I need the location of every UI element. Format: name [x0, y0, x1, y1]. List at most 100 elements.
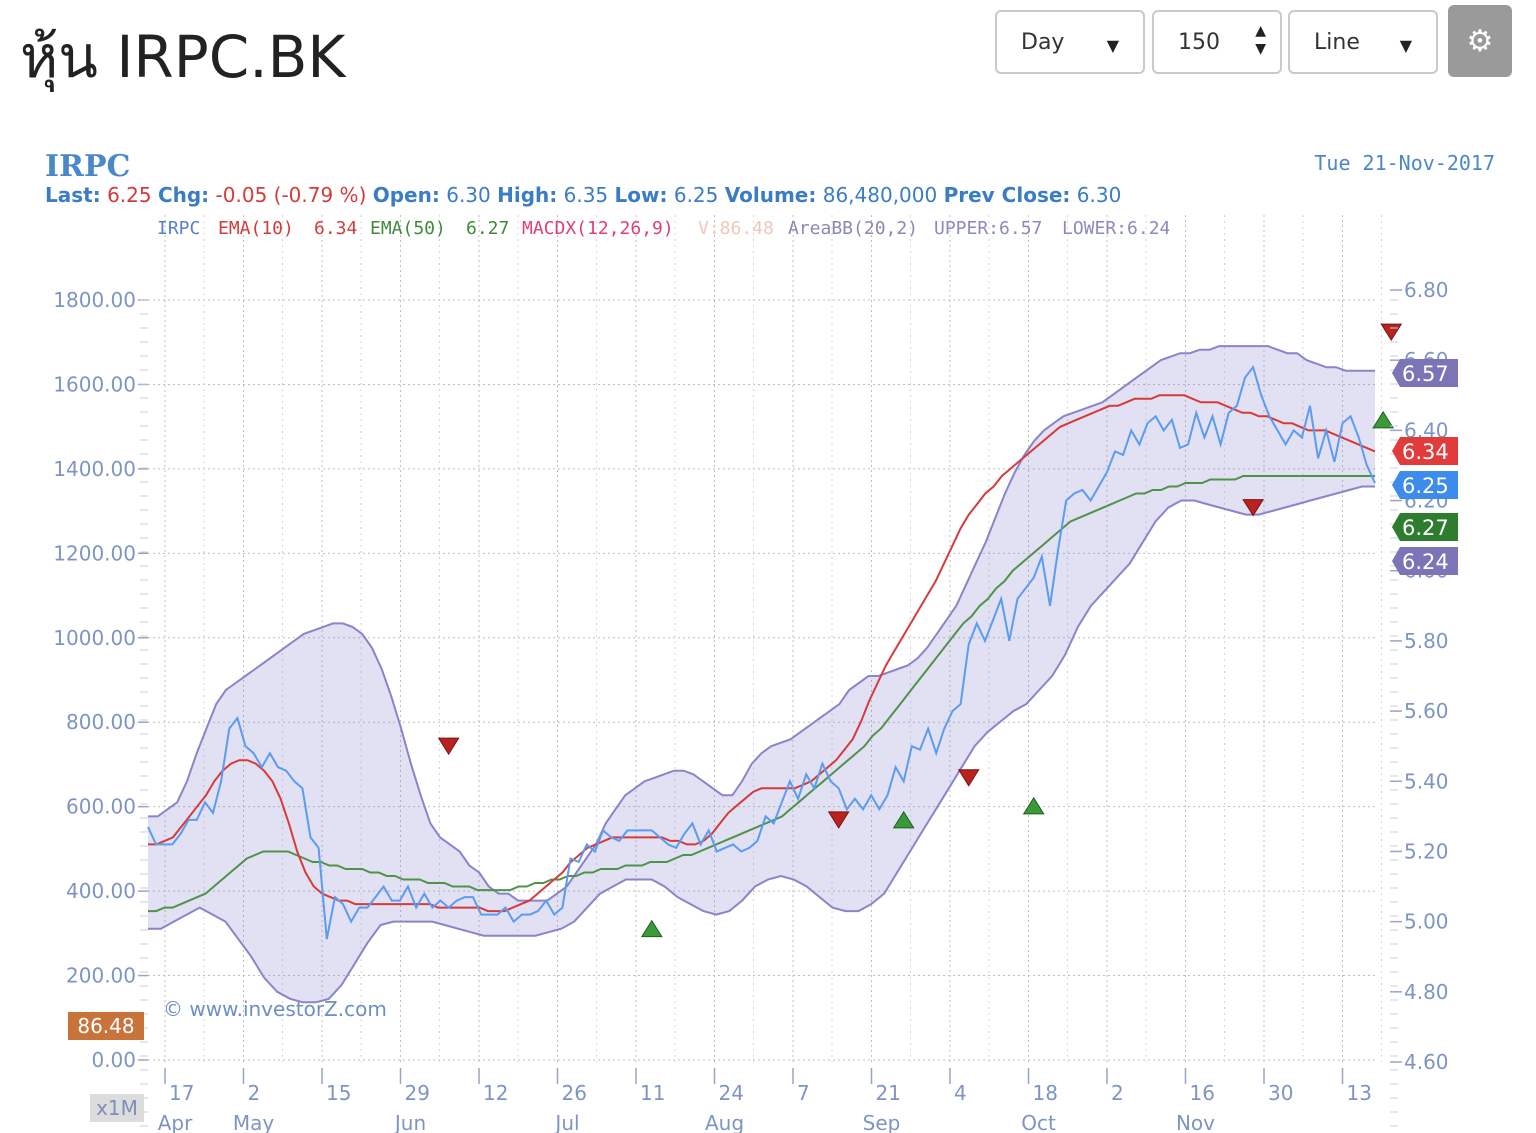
info-line: Last: 6.25 Chg: -0.05 (-0.79 %) Open: 6.…	[45, 183, 1121, 207]
chart-symbol: IRPC	[45, 149, 130, 184]
chart-date: Tue 21-Nov-2017	[1314, 151, 1495, 175]
x-axis-day-label: 18	[1033, 1081, 1058, 1105]
sell-signal-marker	[1380, 323, 1403, 342]
page-title: หุ้น IRPC.BK	[20, 23, 346, 91]
chart-lines	[147, 365, 1376, 940]
x-axis-day-label: 7	[797, 1081, 810, 1105]
price-badge-bg	[1392, 513, 1458, 541]
right-axis-label: 4.80	[1404, 980, 1449, 1004]
right-axis-label: 5.20	[1404, 839, 1449, 863]
legend-item: LOWER:6.24	[1062, 218, 1170, 239]
bollinger-fill	[148, 346, 1375, 1003]
legend-item: AreaBB(20,2)	[788, 218, 918, 239]
last-value: 6.25	[107, 183, 152, 207]
stock-chart[interactable]: 0.00 200.00 400.00 600.00 800.00 1000.00 1200.…	[0, 140, 1536, 1133]
volume-badge-bg	[68, 1012, 144, 1040]
left-axis-label: 200.00	[66, 964, 136, 988]
left-axis-label: 0.00	[91, 1048, 136, 1072]
x-axis-month-label: Oct	[1021, 1111, 1056, 1133]
low-label: Low:	[615, 183, 668, 207]
legend-item: 6.34	[314, 218, 357, 239]
legend-item: EMA(10)	[218, 218, 294, 239]
bollinger-lower-line	[148, 485, 1375, 1004]
left-axis-label: 1200.00	[53, 541, 136, 565]
price-badge-bg	[1392, 471, 1458, 499]
price-badge: 6.24	[1402, 550, 1449, 574]
prev-close-label: Prev Close:	[944, 183, 1071, 207]
period-select-value: Day	[1021, 29, 1065, 55]
x-axis-month-label: May	[233, 1111, 275, 1133]
sell-signal-marker	[437, 737, 460, 756]
legend-item: EMA(50)	[370, 218, 446, 239]
chart-grid	[148, 215, 1382, 1062]
x-axis-month-label: Aug	[705, 1111, 744, 1133]
x-axis-day-label: 2	[248, 1081, 261, 1105]
low-value: 6.25	[674, 183, 719, 207]
chart-type-select[interactable]: Line ▼	[1288, 10, 1438, 74]
x-axis-day-label: 2	[1111, 1081, 1124, 1105]
period-select[interactable]: Day ▼	[995, 10, 1145, 74]
price-badge: 6.27	[1402, 516, 1449, 540]
x-axis-day-label: 4	[954, 1081, 967, 1105]
left-axis-label: 600.00	[66, 795, 136, 819]
chart-legend: IRPC EMA(10) 6.34 EMA(50) 6.27 MACDX(12,26,9)…	[157, 218, 1170, 239]
legend-item: MACDX(12,26,9)	[522, 218, 674, 239]
legend-item: V:86.48	[698, 218, 774, 239]
count-stepper-value: 150	[1178, 29, 1220, 55]
x-axis-day-label: 11	[640, 1081, 665, 1105]
legend-item: UPPER:6.57	[934, 218, 1042, 239]
open-label: Open:	[373, 183, 440, 207]
spinner-arrows-icon[interactable]: ▲ ▼	[1255, 23, 1266, 57]
ema10-line	[148, 394, 1376, 913]
x-axis-month-label: Jul	[553, 1111, 579, 1133]
x-axis-month-label: Nov	[1176, 1111, 1215, 1133]
count-stepper[interactable]: 150 ▲ ▼	[1152, 10, 1282, 74]
ema50-line	[148, 475, 1375, 913]
sell-signal-marker	[1242, 499, 1265, 517]
x-axis-day-label: 30	[1268, 1081, 1293, 1105]
left-axis-label: 1400.00	[53, 457, 136, 481]
prev-close-value: 6.30	[1077, 183, 1122, 207]
x-axis-day-label: 13	[1347, 1081, 1372, 1105]
chart-type-select-value: Line	[1314, 29, 1360, 55]
high-label: High:	[497, 183, 557, 207]
settings-button[interactable]: ⚙	[1448, 5, 1512, 77]
right-axis-label: 5.60	[1404, 699, 1449, 723]
sell-signal-marker	[827, 811, 850, 829]
chevron-down-icon: ▼	[1399, 36, 1412, 55]
x-axis-day-label: 15	[326, 1081, 351, 1105]
open-value: 6.30	[446, 183, 491, 207]
bollinger-band-area	[148, 345, 1375, 1004]
x-axis-day-label: 21	[876, 1081, 901, 1105]
chevron-down-icon: ▼	[1106, 36, 1119, 55]
price-badge: 6.57	[1402, 362, 1449, 386]
volume-badge: 86.48	[77, 1014, 134, 1038]
sell-signal-marker	[957, 769, 980, 787]
buy-signal-marker	[892, 810, 915, 829]
volume-value: 86,480,000	[823, 183, 938, 207]
price-badge: 6.25	[1402, 474, 1449, 498]
buy-signal-marker	[1372, 410, 1395, 429]
x-axis-day-label: 12	[483, 1081, 508, 1105]
volume-label: Volume:	[725, 183, 817, 207]
chg-value: -0.05 (-0.79 %)	[216, 183, 367, 207]
right-axis-label: 5.00	[1404, 910, 1449, 934]
price-line	[147, 365, 1376, 940]
last-label: Last:	[45, 183, 101, 207]
unit-badge-bg	[90, 1094, 144, 1122]
x-axis-month-label: Sep	[863, 1111, 901, 1133]
price-badge-bg	[1392, 437, 1458, 465]
chart-axes: 0.00 200.00 400.00 600.00 800.00 1000.00 1200.…	[53, 278, 1458, 1133]
buy-signal-marker	[1022, 796, 1045, 815]
signal-markers	[437, 323, 1403, 938]
x-axis-day-label: 17	[169, 1081, 194, 1105]
x-axis-day-label: 26	[562, 1081, 587, 1105]
bollinger-upper-line	[148, 345, 1375, 902]
right-axis-label: 5.40	[1404, 769, 1449, 793]
right-axis-label: 6.80	[1404, 278, 1449, 302]
x-axis-day-label: 29	[405, 1081, 430, 1105]
x-axis-month-label: Apr	[158, 1111, 193, 1133]
buy-signal-marker	[640, 919, 663, 938]
left-axis-label: 1000.00	[53, 626, 136, 650]
left-axis-label: 1600.00	[53, 372, 136, 396]
